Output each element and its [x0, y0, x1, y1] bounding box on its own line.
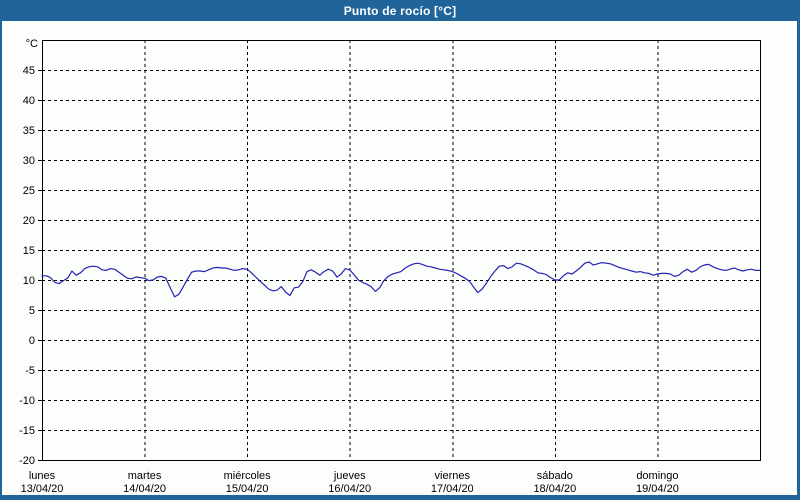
- y-tick-label: 20: [23, 215, 35, 227]
- y-tick-label: 5: [29, 305, 35, 317]
- x-date-label: 16/04/20: [328, 483, 371, 495]
- x-date-label: 13/04/20: [21, 483, 64, 495]
- x-date-label: 15/04/20: [226, 483, 269, 495]
- window-title: Punto de rocío [°C]: [343, 3, 457, 18]
- y-tick-label: 25: [23, 185, 35, 197]
- y-tick-label: -10: [19, 395, 35, 407]
- y-tick-label: -5: [25, 365, 35, 377]
- x-day-label: jueves: [333, 470, 366, 482]
- dewpoint-series-line: [41, 261, 761, 298]
- y-axis-unit-label: °C: [26, 38, 38, 50]
- plot-frame: [42, 40, 761, 461]
- y-tick-label: 45: [23, 65, 35, 77]
- x-day-label: domingo: [636, 470, 678, 482]
- y-tick-label: 40: [23, 95, 35, 107]
- y-tick-label: 0: [29, 335, 35, 347]
- y-tick-label: -20: [19, 455, 35, 467]
- x-day-label: viernes: [435, 470, 471, 482]
- x-day-label: miércoles: [224, 470, 272, 482]
- x-day-label: martes: [128, 470, 162, 482]
- y-tick-label: 15: [23, 245, 35, 257]
- x-date-label: 17/04/20: [431, 483, 474, 495]
- y-tick-label: -15: [19, 425, 35, 437]
- x-date-label: 18/04/20: [533, 483, 576, 495]
- y-tick-label: 35: [23, 125, 35, 137]
- x-date-label: 14/04/20: [123, 483, 166, 495]
- y-tick-label: 30: [23, 155, 35, 167]
- y-tick-label: 10: [23, 275, 35, 287]
- x-day-label: sábado: [537, 470, 573, 482]
- x-day-label: lunes: [29, 470, 56, 482]
- window-titlebar: Punto de rocío [°C]: [0, 0, 800, 21]
- x-date-label: 19/04/20: [636, 483, 679, 495]
